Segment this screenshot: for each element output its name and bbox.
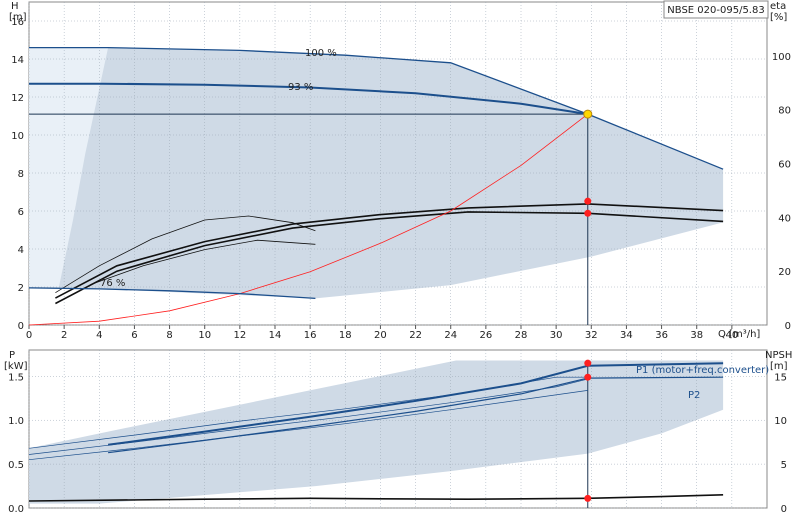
system-curve [28, 113, 589, 326]
efficiency-curve [55, 203, 724, 299]
y-tick-label: 16 [11, 17, 24, 28]
y-tick-label: 0 [18, 321, 24, 332]
y2-tick-label: 15 [774, 372, 787, 383]
x-tick-label: 0 [26, 330, 32, 341]
model-label: NBSE 020-095/5.83 [667, 5, 764, 16]
curve-label-93: 93 % [288, 82, 313, 93]
y2-tick-label: 60 [778, 160, 791, 171]
head-efficiency-panel: 0 2 4 6 8 10 12 14 16 18 20 22 24 26 28 30 32 34 36 38 40024… [11, 1, 791, 341]
x-tick-label: 22 [409, 330, 422, 341]
head-curve [28, 287, 316, 300]
y-tick-label: 2 [18, 283, 24, 294]
y-tick-label: 0.5 [8, 460, 24, 471]
y2-tick-label: 20 [778, 267, 791, 278]
x-tick-label: 12 [233, 330, 246, 341]
bottom-right-axis-label: NPSH [765, 350, 792, 361]
y-tick-label: 6 [18, 207, 24, 218]
y2-tick-label: 5 [781, 460, 787, 471]
npsh-marker [584, 494, 592, 502]
curve-label-76: 76 % [100, 278, 125, 289]
x-tick-label: 2 [61, 330, 67, 341]
y2-tick-label: 40 [778, 213, 791, 224]
efficiency-marker [584, 209, 592, 217]
x-tick-label: 4 [96, 330, 102, 341]
y-tick-label: 12 [11, 93, 24, 104]
y-tick-label: 0.0 [8, 504, 24, 515]
bottom-left-axis-label: P [9, 350, 15, 361]
x-tick-label: 40 [725, 330, 738, 341]
top-right-axis-unit: [%] [770, 12, 787, 23]
y-tick-label: 4 [18, 245, 24, 256]
top-right-axis-label: eta [770, 1, 786, 12]
power-marker [584, 373, 592, 381]
npsh-curve [28, 494, 724, 502]
y-tick-label: 1.0 [8, 416, 24, 427]
model-label-box [663, 0, 769, 19]
bottom-right-axis-unit: [m] [770, 361, 788, 372]
efficiency-curve [55, 215, 316, 294]
power-thin-line [28, 376, 588, 449]
y-tick-label: 10 [11, 131, 24, 142]
y-tick-label: 1.5 [8, 372, 24, 383]
x-tick-label: 16 [304, 330, 317, 341]
power-marker [584, 359, 592, 367]
y-tick-label: 14 [11, 55, 24, 66]
x-tick-label: 26 [479, 330, 492, 341]
x-tick-label: 20 [374, 330, 387, 341]
x-tick-label: 28 [515, 330, 528, 341]
top-left-axis-unit: [m] [9, 12, 27, 23]
y2-tick-label: 100 [772, 52, 791, 63]
x-tick-label: 38 [690, 330, 703, 341]
low-flow-region [29, 47, 109, 287]
series-label-p1: P1 (motor+freq.converter) [636, 365, 769, 376]
x-tick-label: 30 [550, 330, 563, 341]
efficiency-curve [55, 211, 724, 305]
power-npsh-panel: 0.0 0.5 1.0 1.5 0 5 10 15 [8, 349, 787, 515]
top-left-axis-label: H [11, 1, 19, 12]
power-thin-line [28, 390, 588, 461]
y2-tick-label: 80 [778, 106, 791, 117]
x-tick-label: 8 [166, 330, 172, 341]
x-tick-label: 10 [198, 330, 211, 341]
x-tick-label: 24 [444, 330, 457, 341]
x-tick-label: 6 [131, 330, 137, 341]
duty-point [583, 109, 593, 119]
power-envelope [29, 360, 724, 504]
head-curve [29, 82, 588, 116]
y2-tick-label: 0 [781, 504, 787, 515]
y2-tick-label: 0 [785, 321, 791, 332]
y-tick-label: 8 [18, 169, 24, 180]
efficiency-marker [584, 197, 592, 205]
operating-envelope [29, 47, 724, 299]
series-label-p2: P2 [688, 390, 700, 401]
y2-tick-label: 10 [774, 416, 787, 427]
x-tick-label: 32 [585, 330, 598, 341]
x-tick-label: 34 [620, 330, 633, 341]
curve-label-100: 100 % [305, 48, 337, 59]
x-axis-label: Q [m³/h] [718, 329, 760, 340]
x-tick-label: 36 [655, 330, 668, 341]
x-tick-label: 18 [339, 330, 352, 341]
efficiency-curve [90, 239, 316, 285]
bottom-left-axis-unit: [kW] [4, 361, 28, 372]
x-tick-label: 14 [269, 330, 282, 341]
